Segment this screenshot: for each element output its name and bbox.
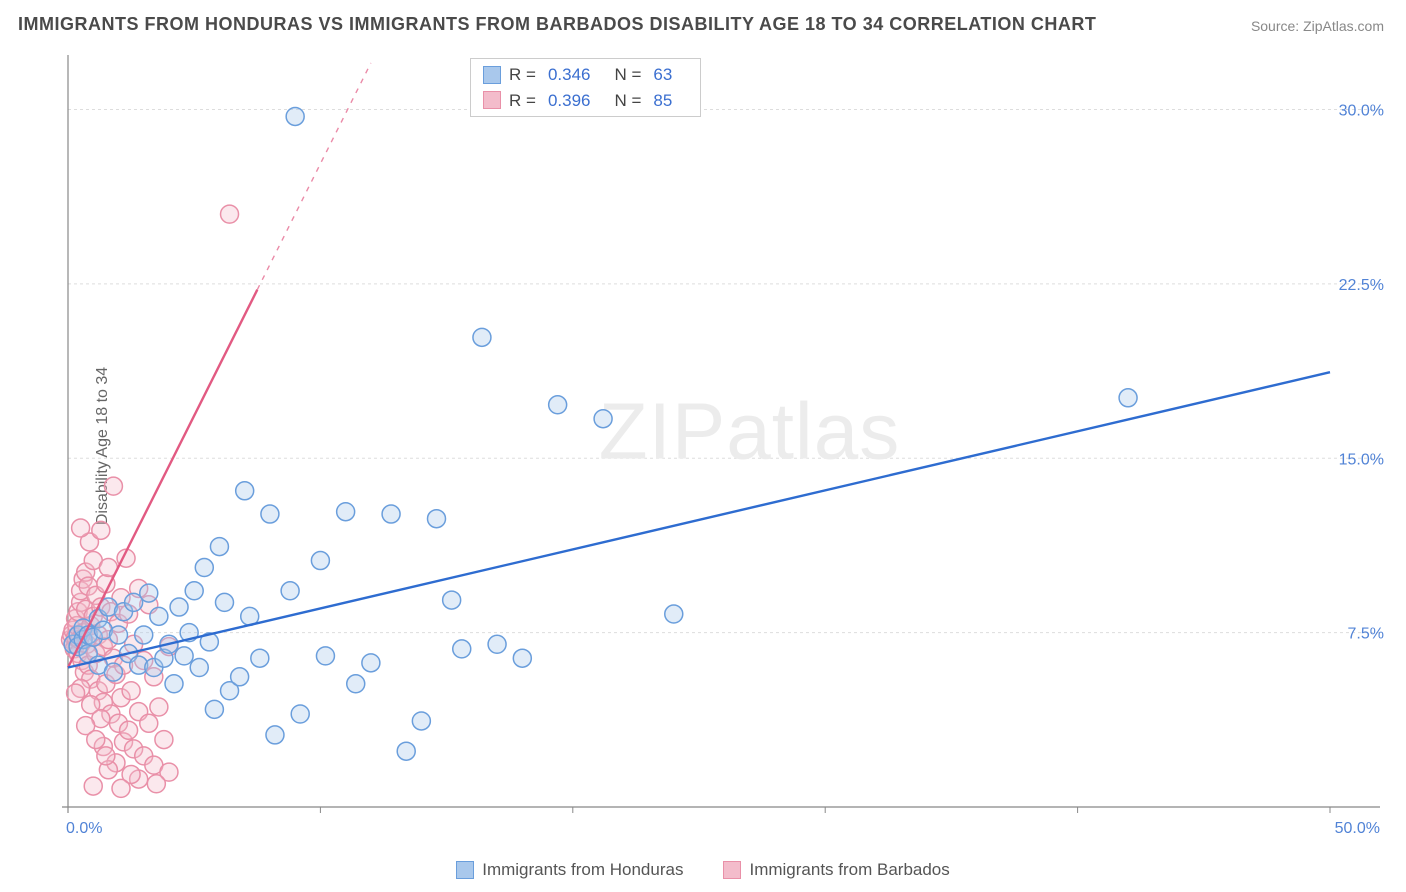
y-tick-label: 15.0%: [1339, 451, 1384, 468]
legend-label: Immigrants from Honduras: [482, 860, 683, 880]
y-tick-label: 30.0%: [1339, 103, 1384, 120]
legend-r-value: 0.346: [548, 62, 591, 88]
chart-area: ZIPatlas 7.5% 15.0% 22.5% 30.0% 0.0% 50.0%: [60, 55, 1390, 845]
legend-swatch: [723, 861, 741, 879]
legend-swatch: [456, 861, 474, 879]
legend-r-label: R =: [509, 88, 536, 114]
legend-label: Immigrants from Barbados: [749, 860, 949, 880]
legend-swatch: [483, 91, 501, 109]
chart-title: IMMIGRANTS FROM HONDURAS VS IMMIGRANTS F…: [18, 14, 1096, 35]
y-tick-label: 7.5%: [1348, 626, 1384, 643]
y-tick-label: 22.5%: [1339, 277, 1384, 294]
legend-stats-row: R = 0.346 N = 63: [483, 62, 688, 88]
legend-n-value: 85: [653, 88, 672, 114]
x-tick-label: 0.0%: [66, 820, 102, 837]
legend-stats-row: R = 0.396 N = 85: [483, 88, 688, 114]
legend-n-label: N =: [614, 62, 641, 88]
legend-r-value: 0.396: [548, 88, 591, 114]
legend-r-label: R =: [509, 62, 536, 88]
x-tick-label: 50.0%: [1335, 820, 1380, 837]
legend-n-label: N =: [614, 88, 641, 114]
legend-swatch: [483, 66, 501, 84]
legend-stats-box: R = 0.346 N = 63 R = 0.396 N = 85: [470, 58, 701, 117]
legend-item: Immigrants from Barbados: [723, 860, 949, 880]
legend-n-value: 63: [653, 62, 672, 88]
legend-item: Immigrants from Honduras: [456, 860, 683, 880]
scatter-chart-svg: ZIPatlas 7.5% 15.0% 22.5% 30.0% 0.0% 50.0%: [60, 55, 1390, 845]
source-attribution: Source: ZipAtlas.com: [1251, 18, 1384, 34]
watermark: ZIPatlas: [599, 386, 900, 475]
legend-bottom: Immigrants from Honduras Immigrants from …: [0, 860, 1406, 880]
